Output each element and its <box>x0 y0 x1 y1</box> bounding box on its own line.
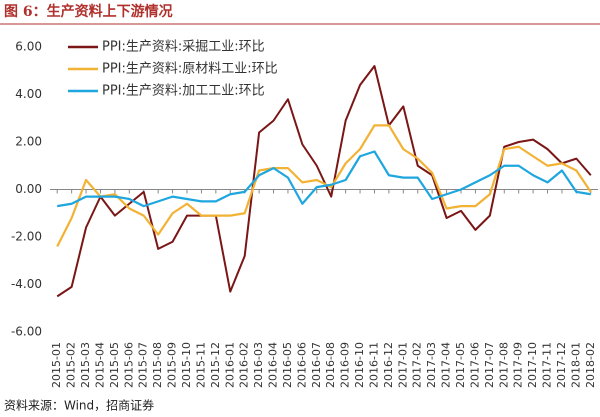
x-tick-label: 2016-08 <box>324 342 337 388</box>
x-tick-label: 2016-11 <box>367 342 380 388</box>
x-tick-label: 2018-02 <box>584 342 597 388</box>
x-tick-label: 2017-05 <box>454 342 467 388</box>
x-tick-label: 2016-01 <box>223 342 236 388</box>
x-tick-label: 2017-07 <box>483 342 496 388</box>
x-tick-label: 2017-11 <box>541 342 554 388</box>
x-tick-label: 2016-07 <box>310 342 323 388</box>
y-tick-label: 0.00 <box>15 182 42 196</box>
x-tick-label: 2016-02 <box>238 342 251 388</box>
series-line <box>56 124 592 247</box>
legend-label: PPI:生产资料:采掘工业:环比 <box>102 40 265 55</box>
x-tick-label: 2018-01 <box>569 342 582 388</box>
y-tick-label: -6.00 <box>11 325 42 339</box>
legend-label: PPI:生产资料:加工工业:环比 <box>102 84 265 99</box>
series-line <box>56 65 592 298</box>
y-tick-label: -4.00 <box>11 277 42 291</box>
y-tick-label: -2.00 <box>11 230 42 244</box>
x-tick-label: 2016-10 <box>353 342 366 388</box>
x-tick-label: 2015-10 <box>180 342 193 388</box>
x-tick-label: 2015-05 <box>108 342 121 388</box>
x-tick-label: 2016-09 <box>339 342 352 388</box>
y-tick-label: 4.00 <box>15 87 42 101</box>
x-tick-label: 2015-12 <box>209 342 222 388</box>
x-tick-label: 2017-01 <box>396 342 409 388</box>
x-tick-label: 2016-04 <box>267 342 280 388</box>
x-tick-label: 2016-06 <box>295 342 308 388</box>
y-tick-label: 6.00 <box>15 40 42 54</box>
x-tick-label: 2016-12 <box>382 342 395 388</box>
x-tick-label: 2017-06 <box>468 342 481 388</box>
x-tick-label: 2015-08 <box>151 342 164 388</box>
x-tick-label: 2017-09 <box>512 342 525 388</box>
x-tick-label: 2017-08 <box>497 342 510 388</box>
source-note: 资料来源：Wind，招商证券 <box>4 398 154 413</box>
x-tick-label: 2015-01 <box>50 342 63 388</box>
chart-title: 图 6：生产资料上下游情况 <box>4 3 173 20</box>
x-tick-label: 2015-06 <box>122 342 135 388</box>
x-tick-label: 2016-05 <box>281 342 294 388</box>
x-tick-label: 2015-07 <box>137 342 150 388</box>
x-tick-label: 2015-11 <box>194 342 207 388</box>
y-tick-label: 2.00 <box>15 135 42 149</box>
legend-label: PPI:生产资料:原材料工业:环比 <box>102 62 278 77</box>
x-tick-label: 2017-12 <box>555 342 568 388</box>
x-tick-label: 2015-09 <box>166 342 179 388</box>
x-tick-label: 2017-02 <box>411 342 424 388</box>
x-tick-label: 2017-10 <box>526 342 539 388</box>
x-tick-label: 2016-03 <box>252 342 265 388</box>
x-tick-label: 2017-04 <box>440 342 453 388</box>
x-tick-label: 2015-04 <box>93 342 106 388</box>
series-line <box>57 150 591 208</box>
x-tick-label: 2017-03 <box>425 342 438 388</box>
x-tick-label: 2015-02 <box>65 342 78 388</box>
x-tick-label: 2015-03 <box>79 342 92 388</box>
